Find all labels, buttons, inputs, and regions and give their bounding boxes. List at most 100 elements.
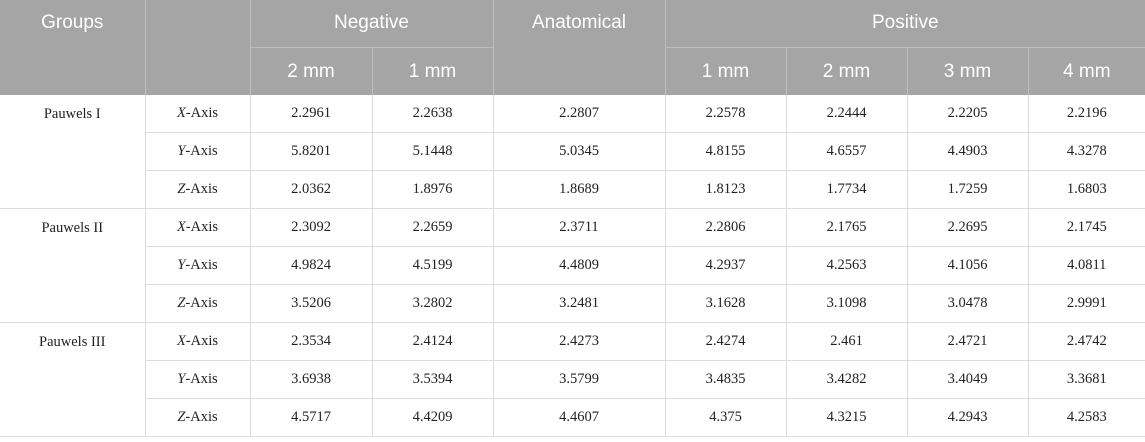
header-cell (144, 0, 250, 95)
value-cell: 2.4742 (1027, 322, 1145, 361)
value-cell: 3.6938 (249, 360, 372, 399)
group-cell: Pauwels II (0, 208, 145, 323)
table-body: Pauwels I X-Axis 2.2961 2.2638 2.2807 2.2578 2… (0, 95, 1145, 437)
axis-cell: Z-Axis (144, 398, 250, 437)
value-cell: 4.4209 (371, 398, 493, 437)
value-cell: 2.2638 (371, 95, 493, 133)
value-cell: 4.5199 (371, 246, 493, 285)
table-row: Z-Axis 2.0362 1.8976 1.8689 1.8123 1.7734 1.72… (0, 170, 1145, 209)
table-row: Y-Axis 4.9824 4.5199 4.4809 4.2937 4.2563 4.10… (0, 246, 1145, 285)
value-cell: 3.3681 (1027, 360, 1145, 399)
value-cell: 1.8976 (371, 170, 493, 209)
value-cell: 4.8155 (664, 132, 786, 171)
table-row: Z-Axis 4.5717 4.4209 4.4607 4.375 4.3215 4.294… (0, 398, 1145, 437)
header-row: Groups Negative Anatomical Positive (0, 0, 1145, 95)
header-cell: 3 mm (906, 47, 1028, 95)
value-cell: 3.4835 (664, 360, 786, 399)
value-cell: 3.4049 (906, 360, 1028, 399)
value-cell: 1.7734 (785, 170, 907, 209)
value-cell: 4.0811 (1027, 246, 1145, 285)
value-cell: 2.2806 (664, 208, 786, 247)
header-cell: Groups (0, 0, 145, 95)
value-cell: 3.1098 (785, 284, 907, 323)
value-cell: 2.2444 (785, 95, 907, 133)
value-cell: 2.4721 (906, 322, 1028, 361)
value-cell: 1.8689 (492, 170, 665, 209)
header-cell: 1 mm (664, 47, 786, 95)
value-cell: 2.0362 (249, 170, 372, 209)
value-cell: 3.5799 (492, 360, 665, 399)
value-cell: 4.3215 (785, 398, 907, 437)
value-cell: 2.4274 (664, 322, 786, 361)
value-cell: 2.2196 (1027, 95, 1145, 133)
value-cell: 4.4809 (492, 246, 665, 285)
value-cell: 4.3278 (1027, 132, 1145, 171)
value-cell: 3.5206 (249, 284, 372, 323)
group-cell: Pauwels I (0, 95, 145, 209)
value-cell: 4.375 (664, 398, 786, 437)
value-cell: 2.3711 (492, 208, 665, 247)
value-cell: 2.2807 (492, 95, 665, 133)
value-cell: 2.9991 (1027, 284, 1145, 323)
value-cell: 2.461 (785, 322, 907, 361)
value-cell: 1.6803 (1027, 170, 1145, 209)
value-cell: 1.7259 (906, 170, 1028, 209)
value-cell: 4.4903 (906, 132, 1028, 171)
table-row: Pauwels II X-Axis 2.3092 2.2659 2.3711 2.2806… (0, 208, 1145, 323)
value-cell: 4.5717 (249, 398, 372, 437)
axis-cell: Y-Axis (144, 360, 250, 399)
header-cell: 2 mm (785, 47, 907, 95)
value-cell: 2.1765 (785, 208, 907, 247)
value-cell: 4.2563 (785, 246, 907, 285)
value-cell: 5.8201 (249, 132, 372, 171)
header-cell: Negative (249, 0, 493, 48)
axis-cell: Z-Axis (144, 284, 250, 323)
value-cell: 2.4273 (492, 322, 665, 361)
value-cell: 3.4282 (785, 360, 907, 399)
group-cell: Pauwels III (0, 322, 145, 437)
value-cell: 3.2481 (492, 284, 665, 323)
table-row: Z-Axis 3.5206 3.2802 3.2481 3.1628 3.1098 3.04… (0, 284, 1145, 323)
axis-cell: X-Axis (144, 95, 250, 133)
axis-cell: Y-Axis (144, 132, 250, 171)
table-row: Y-Axis 5.8201 5.1448 5.0345 4.8155 4.6557 4.49… (0, 132, 1145, 171)
axis-cell: Z-Axis (144, 170, 250, 209)
value-cell: 1.8123 (664, 170, 786, 209)
value-cell: 2.2205 (906, 95, 1028, 133)
header-cell: 1 mm (371, 47, 493, 95)
value-cell: 3.0478 (906, 284, 1028, 323)
value-cell: 2.2659 (371, 208, 493, 247)
table-row: Y-Axis 3.6938 3.5394 3.5799 3.4835 3.4282 3.40… (0, 360, 1145, 399)
value-cell: 2.2695 (906, 208, 1028, 247)
axis-cell: Y-Axis (144, 246, 250, 285)
value-cell: 4.2583 (1027, 398, 1145, 437)
value-cell: 2.2578 (664, 95, 786, 133)
value-cell: 3.5394 (371, 360, 493, 399)
value-cell: 4.6557 (785, 132, 907, 171)
value-cell: 2.3534 (249, 322, 372, 361)
value-cell: 3.1628 (664, 284, 786, 323)
axis-cell: X-Axis (144, 322, 250, 361)
axis-cell: X-Axis (144, 208, 250, 247)
header-cell: Positive (664, 0, 1145, 48)
value-cell: 4.1056 (906, 246, 1028, 285)
value-cell: 4.4607 (492, 398, 665, 437)
value-cell: 4.2937 (664, 246, 786, 285)
header-cell: 2 mm (249, 47, 372, 95)
table-header: Groups Negative Anatomical Positive 2 mm… (0, 0, 1145, 95)
header-cell: Anatomical (492, 0, 665, 95)
header-cell: 4 mm (1027, 47, 1145, 95)
value-cell: 5.1448 (371, 132, 493, 171)
value-cell: 2.4124 (371, 322, 493, 361)
table-row: Pauwels I X-Axis 2.2961 2.2638 2.2807 2.2578 2… (0, 95, 1145, 209)
header-row: 2 mm 1 mm 1 mm 2 mm 3 mm 4 mm (0, 47, 1145, 95)
value-cell: 4.9824 (249, 246, 372, 285)
value-cell: 2.3092 (249, 208, 372, 247)
value-cell: 3.2802 (371, 284, 493, 323)
value-cell: 4.2943 (906, 398, 1028, 437)
value-cell: 2.1745 (1027, 208, 1145, 247)
value-cell: 5.0345 (492, 132, 665, 171)
table-row: Pauwels III X-Axis 2.3534 2.4124 2.4273 2.427… (0, 322, 1145, 437)
